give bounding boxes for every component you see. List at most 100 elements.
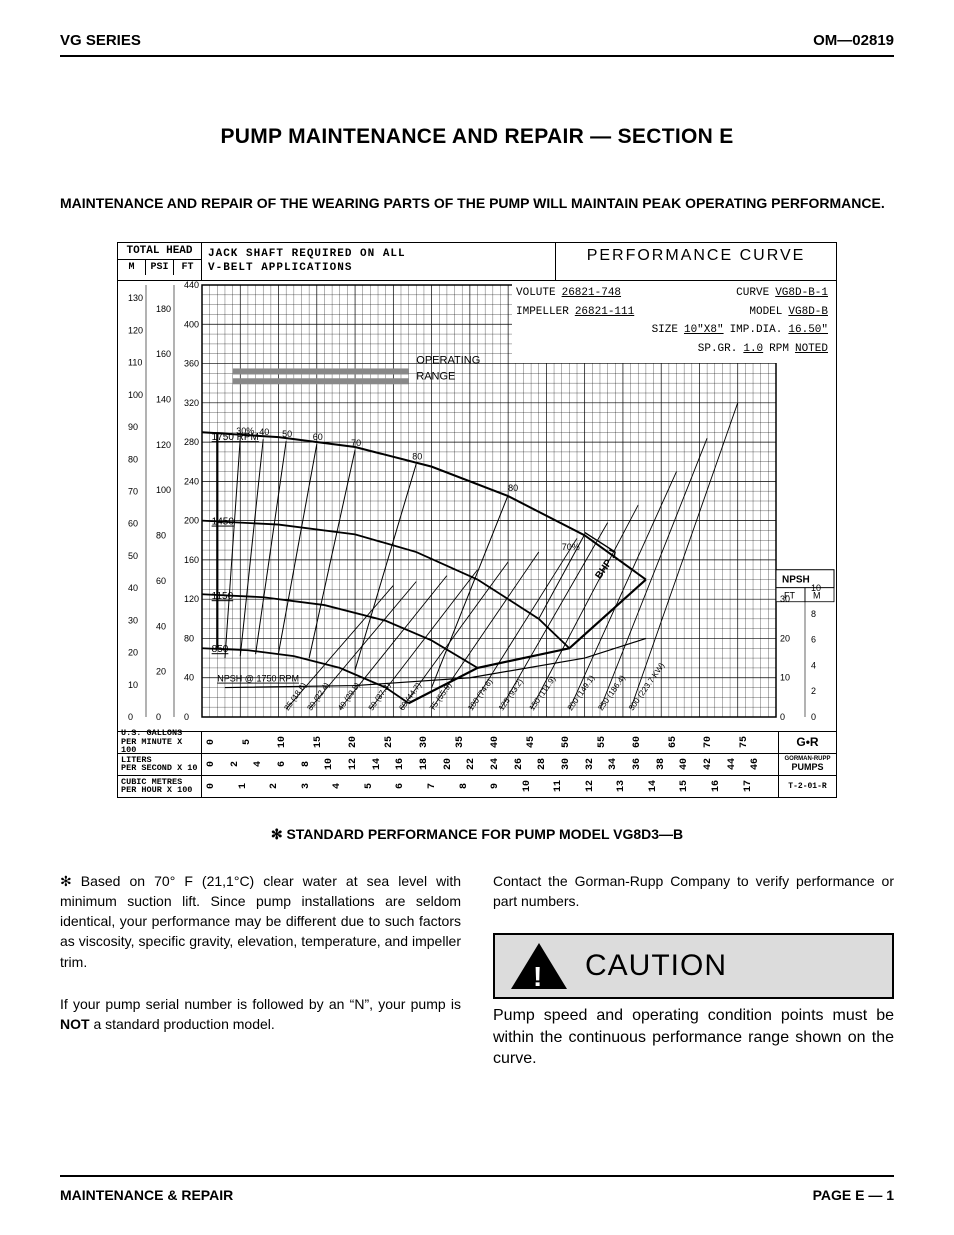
svg-text:0: 0 (780, 712, 785, 722)
svg-text:BHP: BHP (593, 557, 614, 581)
svg-text:80: 80 (156, 530, 166, 540)
svg-text:90: 90 (128, 422, 138, 432)
svg-text:30 (22.4): 30 (22.4) (305, 680, 331, 712)
svg-text:125 (93.2): 125 (93.2) (497, 677, 525, 712)
svg-text:130: 130 (128, 293, 143, 303)
svg-text:180: 180 (156, 303, 171, 313)
svg-text:20: 20 (780, 633, 790, 643)
footer-right: PAGE E — 1 (813, 1187, 894, 1203)
footer-left: MAINTENANCE & REPAIR (60, 1187, 233, 1203)
svg-text:120: 120 (128, 325, 143, 335)
intro-paragraph: MAINTENANCE AND REPAIR OF THE WEARING PA… (60, 193, 894, 214)
svg-text:110: 110 (128, 357, 142, 367)
curve-value: VG8D-B-1 (775, 285, 828, 302)
svg-text:50: 50 (282, 429, 292, 439)
svg-text:RANGE: RANGE (416, 370, 455, 382)
x-scale-cmh: 01234567891011121314151617 (202, 780, 778, 792)
svg-text:100: 100 (156, 485, 171, 495)
svg-text:140: 140 (156, 394, 171, 404)
size-value: 10"X8" (684, 322, 724, 339)
svg-text:8: 8 (811, 609, 816, 619)
svg-text:120: 120 (156, 439, 171, 449)
svg-text:4: 4 (811, 660, 816, 670)
svg-text:70: 70 (351, 438, 361, 448)
svg-text:200: 200 (184, 515, 199, 525)
svg-text:80: 80 (412, 451, 422, 461)
svg-text:150 (111.9): 150 (111.9) (527, 674, 557, 712)
svg-text:30%: 30% (236, 426, 254, 436)
svg-text:10: 10 (811, 583, 821, 593)
page-footer: MAINTENANCE & REPAIR PAGE E — 1 (60, 1187, 894, 1203)
para-conditions: ✻ Based on 70° F (21,1°C) clear water at… (60, 871, 461, 972)
svg-text:120: 120 (184, 594, 199, 604)
brand-logo-text: GORMAN-RUPPPUMPS (778, 754, 836, 775)
svg-text:NPSH @ 1750 RPM: NPSH @ 1750 RPM (217, 673, 299, 683)
svg-text:0: 0 (184, 712, 189, 722)
svg-text:10: 10 (780, 672, 790, 682)
impeller-value: 26821-111 (575, 304, 634, 321)
svg-text:2: 2 (811, 686, 816, 696)
chart-header-row: TOTAL HEAD M PSI FT JACK SHAFT REQUIRED … (118, 243, 836, 281)
svg-text:10: 10 (128, 679, 138, 689)
svg-text:40: 40 (259, 427, 269, 437)
caution-text: Pump speed and operating condition point… (493, 1005, 894, 1070)
svg-text:320: 320 (184, 397, 199, 407)
svg-text:0: 0 (156, 712, 161, 722)
svg-text:40: 40 (128, 583, 138, 593)
model-value: VG8D-B (788, 304, 828, 321)
svg-text:60: 60 (156, 576, 166, 586)
x-scale-gpm: 051015202530354045505560657075 (202, 736, 778, 748)
svg-text:40: 40 (156, 621, 166, 631)
performance-curve-title: PERFORMANCE CURVE (556, 243, 836, 280)
svg-text:OPERATING: OPERATING (416, 354, 480, 366)
svg-text:80: 80 (128, 454, 138, 464)
svg-text:20: 20 (156, 666, 166, 676)
svg-text:300 (223.7 KW): 300 (223.7 KW) (627, 661, 667, 712)
volute-value: 26821-748 (562, 285, 621, 302)
caution-label: CAUTION (585, 944, 727, 988)
svg-text:240: 240 (184, 476, 199, 486)
svg-text:0: 0 (811, 712, 816, 722)
drawing-ref: T-2-01-R (778, 776, 836, 797)
svg-text:70: 70 (128, 486, 138, 496)
spgr-value: 1.0 (743, 341, 763, 358)
svg-text:60 (44.7): 60 (44.7) (397, 680, 423, 712)
svg-text:100 (74.6): 100 (74.6) (466, 677, 494, 712)
x-scale-lps: 0246810121416182022242628303234363840424… (202, 758, 778, 770)
svg-text:60: 60 (313, 432, 323, 442)
performance-chart: TOTAL HEAD M PSI FT JACK SHAFT REQUIRED … (117, 242, 837, 798)
para-serial: If your pump serial number is followed b… (60, 994, 461, 1035)
footer-rule (60, 1175, 894, 1177)
svg-text:80: 80 (184, 633, 194, 643)
svg-text:160: 160 (184, 555, 199, 565)
svg-text:160: 160 (156, 349, 171, 359)
svg-text:40: 40 (184, 672, 194, 682)
rpm-value: NOTED (795, 341, 828, 358)
right-column: Contact the Gorman-Rupp Company to verif… (493, 871, 894, 1092)
warning-triangle-icon (511, 943, 567, 989)
para-contact: Contact the Gorman-Rupp Company to verif… (493, 871, 894, 912)
svg-text:80: 80 (508, 483, 518, 493)
svg-text:1150: 1150 (212, 591, 234, 602)
brand-logo: G•R (778, 732, 836, 753)
svg-text:30: 30 (128, 615, 138, 625)
svg-text:0: 0 (128, 712, 133, 722)
page-header: VG SERIES OM—02819 (60, 32, 894, 57)
svg-text:60: 60 (128, 518, 138, 528)
svg-text:6: 6 (811, 634, 816, 644)
impdia-value: 16.50" (788, 322, 828, 339)
figure-caption: ✻ STANDARD PERFORMANCE FOR PUMP MODEL VG… (60, 826, 894, 843)
svg-text:30: 30 (780, 594, 790, 604)
svg-text:100: 100 (128, 389, 143, 399)
section-title: PUMP MAINTENANCE AND REPAIR — SECTION E (60, 125, 894, 149)
svg-text:360: 360 (184, 358, 199, 368)
jack-shaft-note: JACK SHAFT REQUIRED ON ALL V-BELT APPLIC… (202, 243, 556, 280)
left-column: ✻ Based on 70° F (21,1°C) clear water at… (60, 871, 461, 1092)
svg-text:280: 280 (184, 437, 199, 447)
caution-box: CAUTION (493, 933, 894, 999)
svg-text:NPSH: NPSH (782, 574, 810, 585)
total-head-header: TOTAL HEAD M PSI FT (118, 243, 202, 280)
chart-metadata: VOLUTE 26821-748 CURVE VG8D-B-1 IMPELLER… (512, 281, 832, 363)
svg-text:200 (149.1): 200 (149.1) (566, 673, 597, 712)
doc-number: OM—02819 (813, 32, 894, 49)
